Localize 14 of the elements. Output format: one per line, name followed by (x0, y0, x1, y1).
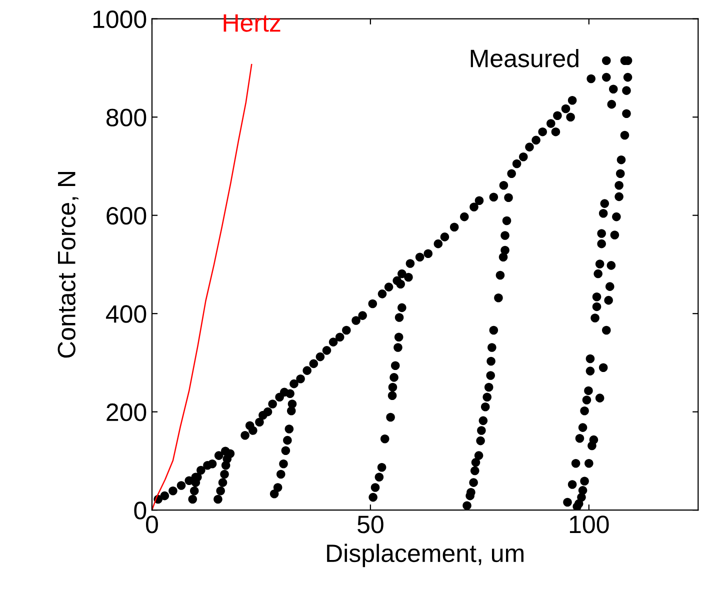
x-axis-title: Displacement, um (327, 544, 524, 568)
y-tick-label: 400 (106, 305, 146, 323)
x-tick-label: 100 (570, 516, 609, 534)
x-tick-label: 0 (146, 516, 158, 534)
y-axis-title: Contact Force, N (58, 172, 78, 358)
y-tick-label: 200 (106, 403, 146, 422)
y-tick-label: 600 (106, 206, 146, 225)
legend-label: Measured (470, 48, 578, 68)
line-series (152, 64, 252, 510)
y-tick-label: 1000 (93, 10, 146, 28)
x-tick-label: 50 (358, 516, 384, 534)
y-tick-label: 0 (134, 502, 146, 520)
series-label: Hertz (224, 14, 280, 32)
y-tick-label: 800 (106, 108, 146, 126)
